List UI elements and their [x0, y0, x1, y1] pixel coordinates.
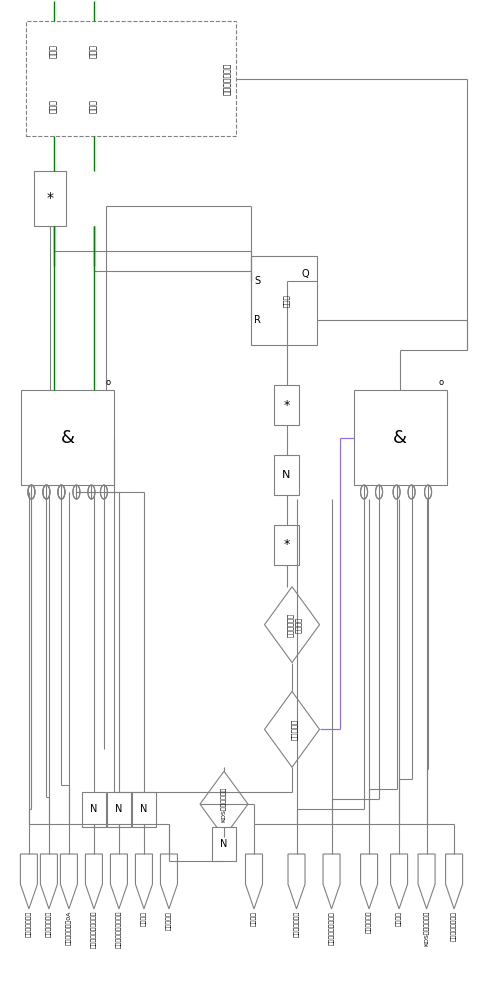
Text: KDS确认信号正确: KDS确认信号正确	[424, 911, 430, 946]
Text: 分允许: 分允许	[49, 99, 58, 113]
Text: 解除控制回路
电气回路: 解除控制回路 电气回路	[287, 613, 302, 637]
Text: 授权人接受: 授权人接受	[291, 719, 298, 740]
Text: *: *	[283, 538, 290, 551]
Bar	[274, 385, 299, 425]
Text: R: R	[254, 315, 261, 325]
Polygon shape	[390, 854, 407, 909]
Text: o: o	[105, 378, 111, 387]
Text: 联动分: 联动分	[90, 99, 99, 113]
Polygon shape	[60, 854, 77, 909]
Text: 电气故障: 电气故障	[141, 911, 147, 926]
Text: &: &	[61, 429, 74, 447]
Bar	[354, 390, 447, 485]
Text: 中压开关在分位: 中压开关在分位	[294, 911, 299, 937]
Bar	[22, 390, 114, 485]
Polygon shape	[111, 854, 127, 909]
Bar	[252, 256, 316, 345]
Text: o: o	[438, 378, 443, 387]
Text: 授权确认: 授权确认	[396, 911, 402, 926]
Bar	[132, 792, 156, 827]
Text: N: N	[115, 804, 123, 814]
Bar	[107, 792, 131, 827]
Bar	[82, 792, 106, 827]
Text: 中压开关电流为0A: 中压开关电流为0A	[66, 911, 72, 945]
Text: N: N	[140, 804, 148, 814]
Text: *: *	[283, 399, 290, 412]
Polygon shape	[160, 854, 178, 909]
Polygon shape	[361, 854, 378, 909]
Polygon shape	[446, 854, 463, 909]
Bar	[34, 171, 66, 226]
Text: 护印汗慎信号正确: 护印汗慎信号正确	[451, 911, 457, 941]
Polygon shape	[200, 771, 248, 837]
Text: 中压开关在分位: 中压开关在分位	[46, 911, 52, 937]
Polygon shape	[245, 854, 263, 909]
Text: 中压开关事故抚组信号: 中压开关事故抚组信号	[116, 911, 122, 948]
Text: 操作人接受: 操作人接受	[166, 911, 172, 930]
Polygon shape	[135, 854, 152, 909]
Bar	[274, 525, 299, 565]
Text: 中压开关远方位: 中压开关远方位	[26, 911, 32, 937]
Text: 隔离开关处于回地位: 隔离开关处于回地位	[329, 911, 334, 945]
Polygon shape	[21, 854, 37, 909]
Text: KDS确认操作确认: KDS确认操作确认	[221, 786, 227, 822]
Text: N: N	[90, 804, 98, 814]
Text: 中压开关故障抚组信号: 中压开关故障抚组信号	[91, 911, 97, 948]
Polygon shape	[40, 854, 57, 909]
Text: 合闸令: 合闸令	[90, 44, 99, 58]
Text: S: S	[255, 276, 261, 286]
Polygon shape	[323, 854, 340, 909]
Text: 第一转: 第一转	[283, 294, 290, 307]
Text: 接刀电机控制箱: 接刀电机控制箱	[223, 62, 232, 95]
Polygon shape	[418, 854, 435, 909]
Text: Q: Q	[302, 269, 309, 279]
Text: N: N	[220, 839, 228, 849]
Text: 复位信号: 复位信号	[251, 911, 257, 926]
Polygon shape	[265, 691, 319, 767]
Text: &: &	[393, 429, 407, 447]
Text: 授权信号正确: 授权信号正确	[366, 911, 372, 933]
Text: N: N	[282, 470, 291, 480]
Bar	[26, 21, 236, 136]
Polygon shape	[86, 854, 103, 909]
Bar	[212, 827, 236, 861]
Polygon shape	[265, 587, 319, 663]
Bar	[274, 455, 299, 495]
Text: *: *	[47, 191, 54, 205]
Text: 分闸令: 分闸令	[49, 44, 58, 58]
Polygon shape	[288, 854, 305, 909]
